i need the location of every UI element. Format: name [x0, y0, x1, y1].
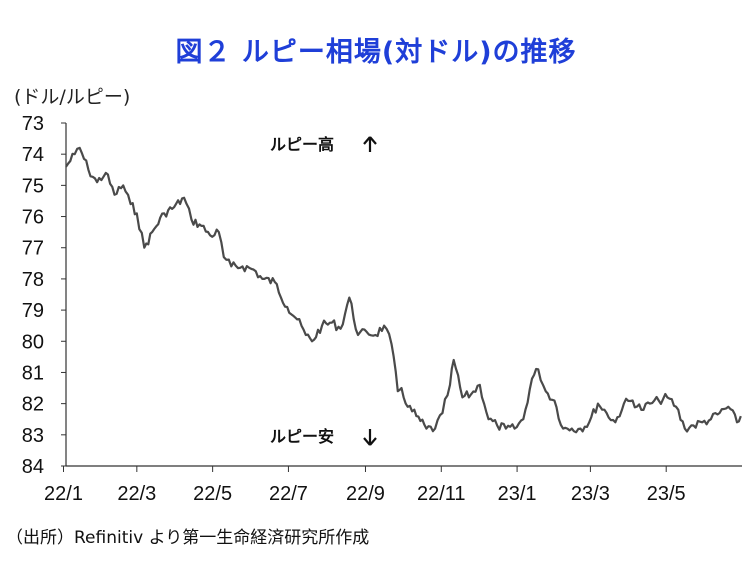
- y-tick-label: 75: [22, 175, 44, 197]
- x-tick-label: 22/11: [417, 483, 466, 505]
- y-tick-label: 81: [22, 362, 44, 384]
- annotation-rupee-strong: ルピー高: [270, 135, 334, 154]
- x-tick-label: 23/5: [647, 483, 686, 505]
- x-tick-label: 23/3: [571, 483, 610, 505]
- y-tick-label: 84: [22, 456, 44, 478]
- y-tick-label: 83: [22, 425, 44, 447]
- source-note: （出所）Refinitiv より第一生命経済研究所作成: [6, 528, 370, 548]
- series-line: [65, 146, 742, 434]
- x-tick-label: 22/5: [193, 483, 232, 505]
- y-tick-label: 77: [22, 238, 44, 260]
- y-tick-label: 78: [22, 269, 44, 291]
- y-tick-label: 73: [22, 113, 44, 135]
- chart-title: 図２ ルピー相場(対ドル)の推移: [175, 37, 577, 68]
- y-tick-label: 79: [22, 300, 44, 322]
- y-tick-label: 74: [22, 144, 44, 166]
- y-tick-label: 76: [22, 207, 44, 229]
- unit-label: (ドル/ルピー): [14, 86, 131, 108]
- x-tick-label: 22/3: [117, 483, 156, 505]
- y-tick-label: 82: [22, 394, 44, 416]
- series-group: [65, 146, 742, 434]
- y-tick-label: 80: [22, 331, 44, 353]
- x-tick-label: 22/7: [269, 483, 308, 505]
- x-tick-label: 23/1: [498, 483, 537, 505]
- annotation-rupee-weak: ルピー安: [270, 427, 334, 446]
- arrow-up-icon: [363, 136, 377, 152]
- x-tick-label: 22/9: [346, 483, 385, 505]
- x-tick-label: 22/1: [44, 483, 83, 505]
- arrow-down-icon: [363, 429, 377, 446]
